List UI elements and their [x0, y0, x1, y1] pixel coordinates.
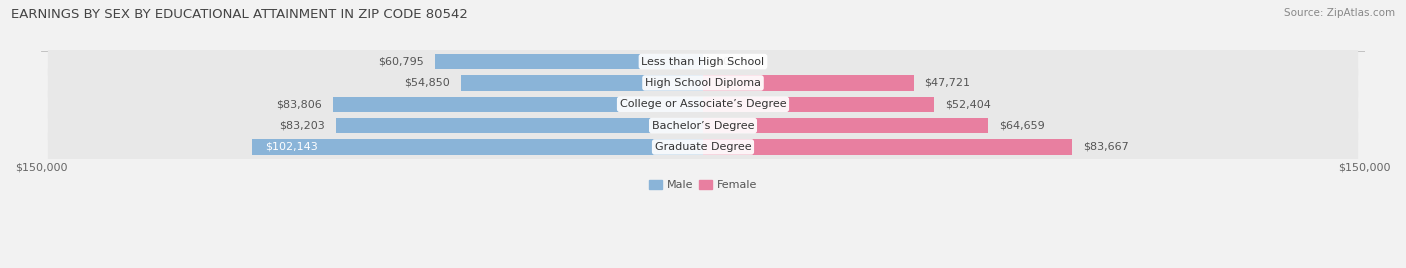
Text: $54,850: $54,850	[405, 78, 450, 88]
Text: $60,795: $60,795	[378, 57, 423, 66]
Text: $52,404: $52,404	[945, 99, 991, 109]
Text: Less than High School: Less than High School	[641, 57, 765, 66]
Bar	[703, 96, 934, 112]
FancyBboxPatch shape	[48, 133, 1358, 161]
Text: EARNINGS BY SEX BY EDUCATIONAL ATTAINMENT IN ZIP CODE 80542: EARNINGS BY SEX BY EDUCATIONAL ATTAINMEN…	[11, 8, 468, 21]
Bar	[434, 54, 703, 69]
FancyBboxPatch shape	[48, 90, 1358, 118]
Text: $83,203: $83,203	[280, 121, 325, 131]
Bar	[703, 75, 914, 91]
FancyBboxPatch shape	[48, 69, 1358, 97]
Bar	[461, 75, 703, 91]
Bar	[253, 139, 703, 155]
Bar	[336, 118, 703, 133]
Bar	[703, 139, 1073, 155]
Text: $47,721: $47,721	[925, 78, 970, 88]
Bar	[333, 96, 703, 112]
Text: $83,667: $83,667	[1083, 142, 1129, 152]
FancyBboxPatch shape	[48, 111, 1358, 140]
Text: $0: $0	[716, 57, 730, 66]
Text: $64,659: $64,659	[1000, 121, 1045, 131]
Legend: Male, Female: Male, Female	[644, 175, 762, 195]
Text: College or Associate’s Degree: College or Associate’s Degree	[620, 99, 786, 109]
Text: Graduate Degree: Graduate Degree	[655, 142, 751, 152]
Text: High School Diploma: High School Diploma	[645, 78, 761, 88]
Text: Bachelor’s Degree: Bachelor’s Degree	[652, 121, 754, 131]
Text: $83,806: $83,806	[277, 99, 322, 109]
Bar	[703, 118, 988, 133]
FancyBboxPatch shape	[48, 47, 1358, 76]
Text: $102,143: $102,143	[266, 142, 318, 152]
Text: Source: ZipAtlas.com: Source: ZipAtlas.com	[1284, 8, 1395, 18]
